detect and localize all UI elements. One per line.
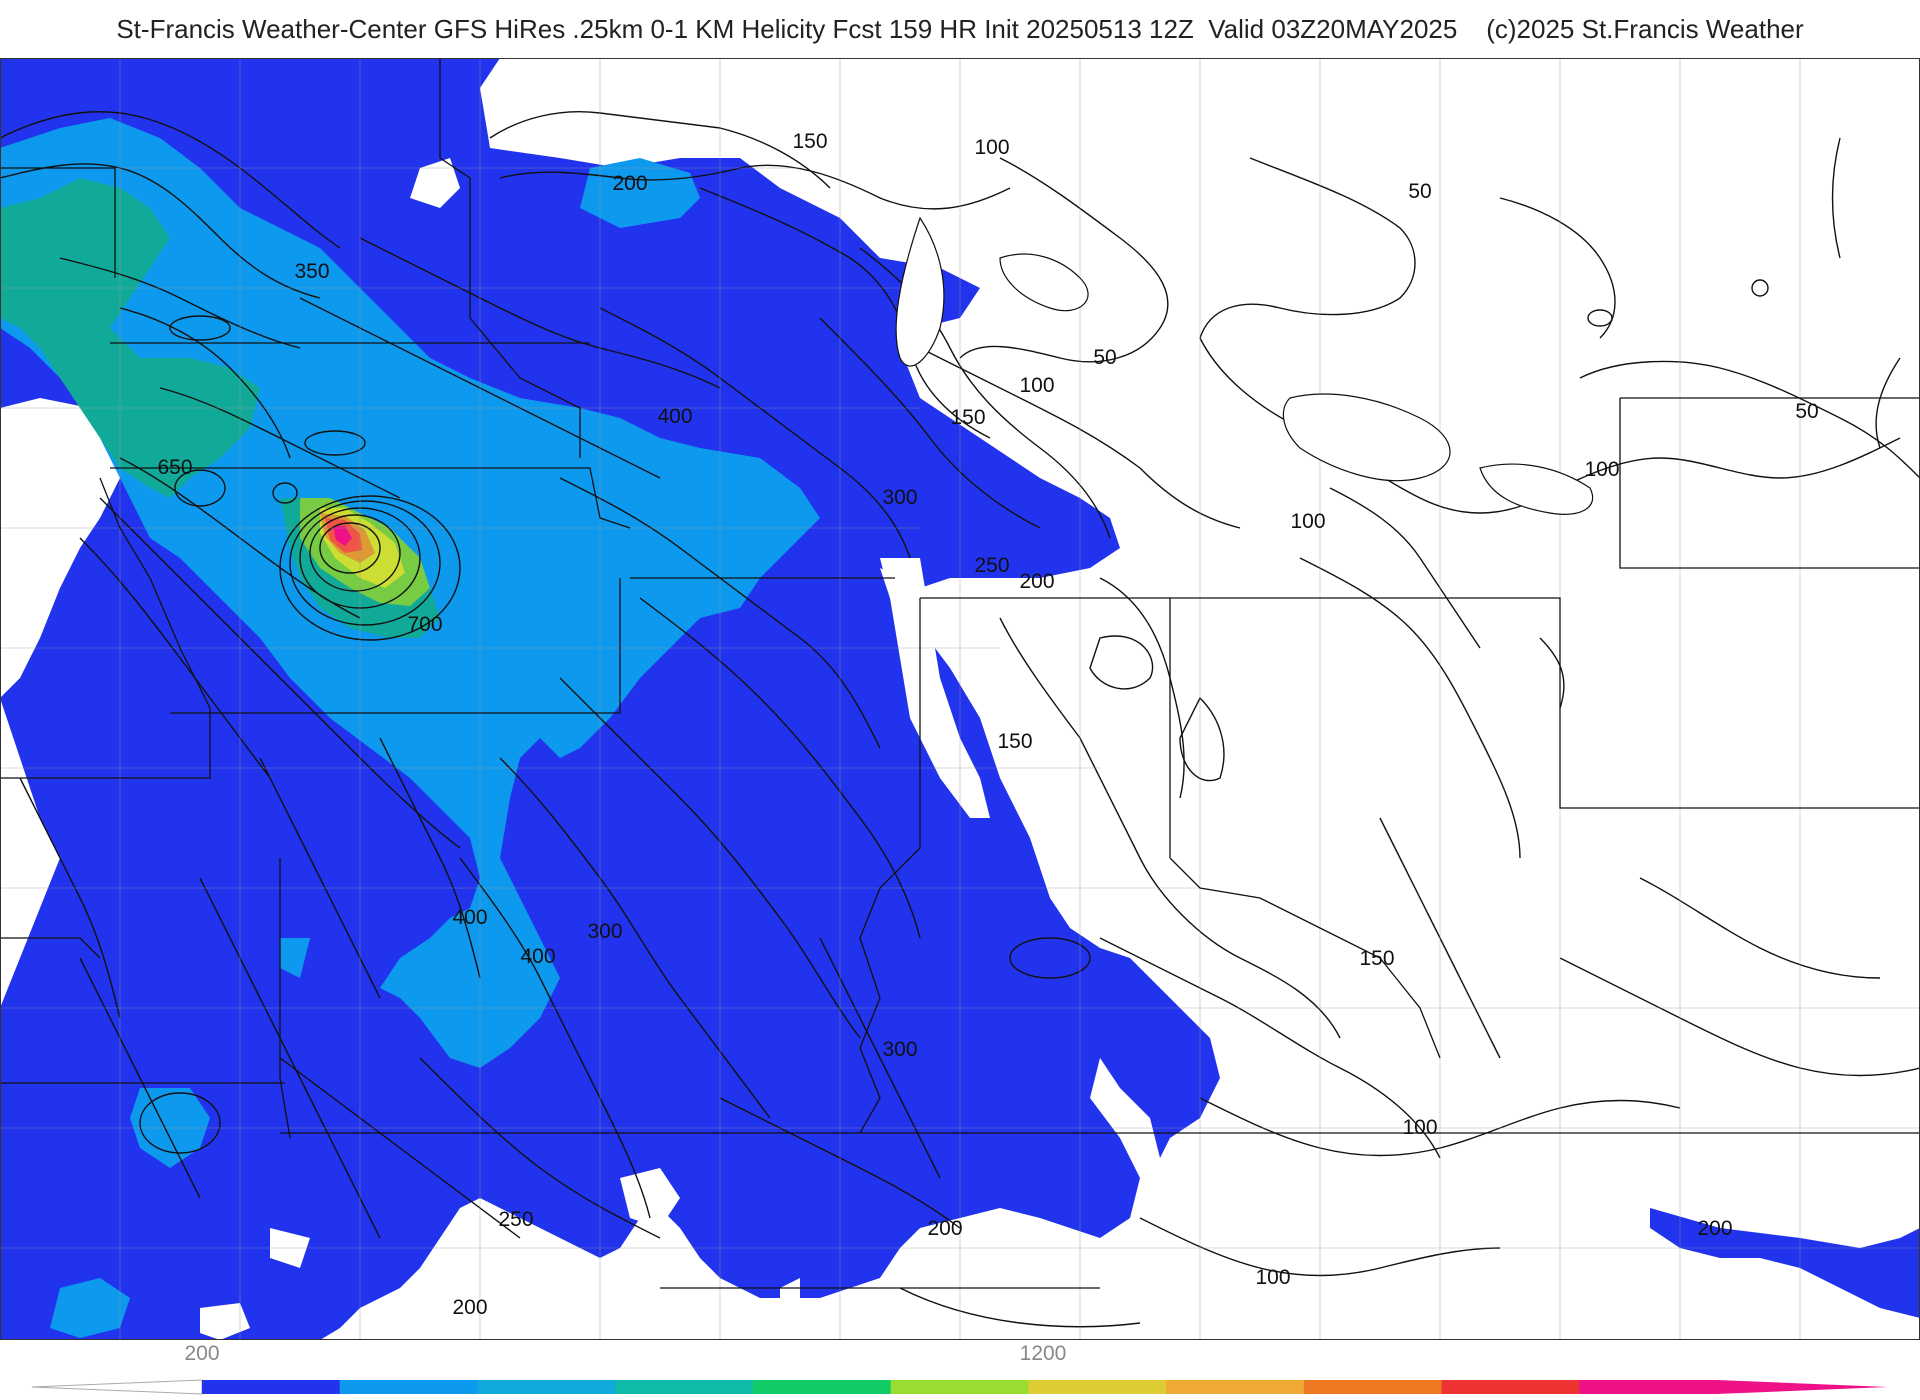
contour-label: 100 xyxy=(1290,510,1325,533)
contour-label: 150 xyxy=(950,406,985,429)
helicity-contours xyxy=(0,111,1920,1328)
colorbar-swatch xyxy=(1579,1380,1718,1394)
contour-label: 250 xyxy=(498,1208,533,1231)
map-title: St-Francis Weather-Center GFS HiRes .25k… xyxy=(116,14,1804,44)
contour-label: 100 xyxy=(1255,1266,1290,1289)
contour-label: 400 xyxy=(452,906,487,929)
colorbar-upper-arrow xyxy=(1717,1380,1888,1394)
contour-labels: 150 200 100 50 350 400 650 50 100 150 30… xyxy=(157,130,1818,1319)
colorbar: 200 1200 xyxy=(0,1342,1920,1400)
colorbar-swatch xyxy=(1303,1380,1443,1394)
colorbar-swatch xyxy=(1166,1380,1305,1394)
contour-label: 400 xyxy=(520,945,555,968)
colorbar-swatch xyxy=(1028,1380,1167,1394)
contour-label: 100 xyxy=(1402,1116,1437,1139)
colorbar-tick-label: 1200 xyxy=(1019,1342,1067,1365)
contour-label: 100 xyxy=(1584,458,1619,481)
helicity-map[interactable]: 150 200 100 50 350 400 650 50 100 150 30… xyxy=(0,58,1920,1340)
contour-label: 200 xyxy=(1697,1217,1732,1240)
contour-label: 150 xyxy=(997,730,1032,753)
county-borders xyxy=(0,58,1920,1340)
colorbar-swatch xyxy=(477,1380,616,1394)
contour-label: 50 xyxy=(1795,400,1818,423)
colorbar-bar xyxy=(31,1379,1888,1395)
contour-label: 100 xyxy=(1019,374,1054,397)
contour-label: 300 xyxy=(587,920,622,943)
colorbar-swatch xyxy=(615,1380,754,1394)
contour-label: 200 xyxy=(452,1296,487,1319)
contour-label: 700 xyxy=(407,613,442,636)
contour-label: 350 xyxy=(294,260,329,283)
contour-label: 50 xyxy=(1408,180,1431,203)
colorbar-lower-arrow xyxy=(31,1379,203,1395)
colorbar-swatch xyxy=(890,1380,1029,1394)
colorbar-swatch xyxy=(752,1380,892,1394)
contour-label: 100 xyxy=(974,136,1009,159)
contour-label: 300 xyxy=(882,486,917,509)
colorbar-swatch xyxy=(202,1380,341,1394)
contour-label: 150 xyxy=(792,130,827,153)
contour-label: 250 xyxy=(974,554,1009,577)
state-borders xyxy=(0,58,1920,1289)
contour-label: 50 xyxy=(1093,346,1116,369)
great-lakes xyxy=(895,216,1594,515)
contour-label: 300 xyxy=(882,1038,917,1061)
colorbar-swatch xyxy=(1441,1380,1580,1394)
colorbar-swatches xyxy=(202,1380,1718,1394)
contour-label: 200 xyxy=(1019,570,1054,593)
colorbar-tick-label: 200 xyxy=(184,1342,220,1365)
contour-label: 200 xyxy=(927,1217,962,1240)
contour-label: 650 xyxy=(157,456,192,479)
contour-label: 200 xyxy=(612,172,647,195)
contour-label: 400 xyxy=(657,405,692,428)
contour-label: 150 xyxy=(1359,947,1394,970)
colorbar-swatch xyxy=(339,1380,478,1394)
